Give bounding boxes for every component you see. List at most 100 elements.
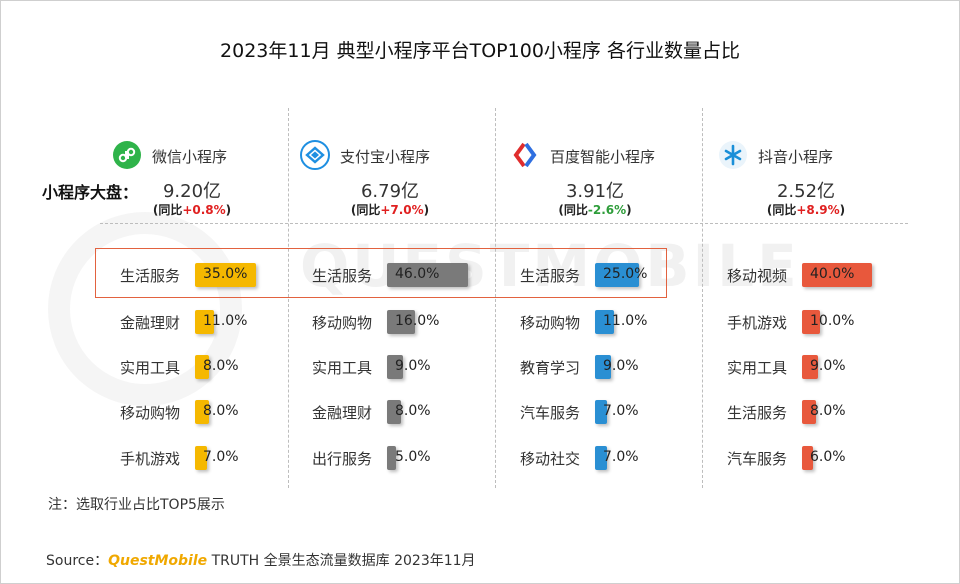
bar-row: 手机游戏 10.0% xyxy=(692,310,892,334)
bar xyxy=(595,355,611,379)
category-label: 教育学习 xyxy=(519,359,580,377)
footnote: 注：选取行业占比TOP5展示 xyxy=(48,497,225,513)
bar xyxy=(802,355,818,379)
market-size-baidu: 3.91亿 xyxy=(565,181,625,202)
value-label: 46.0% xyxy=(395,266,440,282)
market-size-wechat: 9.20亿 xyxy=(162,181,222,202)
value-label: 7.0% xyxy=(203,449,239,465)
value-label: 7.0% xyxy=(603,403,639,419)
platform-name: 微信小程序 xyxy=(152,148,228,166)
value-label: 40.0% xyxy=(810,266,855,282)
bar-row: 教育学习 9.0% xyxy=(485,355,685,379)
value-label: 16.0% xyxy=(395,313,440,329)
alipay-miniprogram-icon xyxy=(300,140,330,170)
bar-row: 金融理财 11.0% xyxy=(85,310,285,334)
bar xyxy=(802,310,820,334)
wechat-miniprogram-icon xyxy=(113,141,141,169)
category-label: 手机游戏 xyxy=(726,314,787,332)
panel-divider xyxy=(495,108,496,488)
category-label: 手机游戏 xyxy=(119,450,180,468)
platform-header-douyin: 抖音小程序 xyxy=(718,140,918,172)
bar xyxy=(195,355,209,379)
source-line: Source：QuestMobile TRUTH 全景生态流量数据库 2023年… xyxy=(46,553,476,569)
bar xyxy=(595,310,615,334)
market-size-alipay: 6.79亿 xyxy=(360,181,420,202)
category-label: 金融理财 xyxy=(311,404,372,422)
category-label: 实用工具 xyxy=(311,359,372,377)
bar-row: 金融理财 8.0% xyxy=(277,400,477,424)
bar-row: 生活服务 8.0% xyxy=(692,400,892,424)
value-label: 10.0% xyxy=(810,313,855,329)
platform-name: 抖音小程序 xyxy=(758,148,834,166)
panel-divider xyxy=(702,108,703,488)
category-label: 生活服务 xyxy=(519,267,580,285)
category-label: 移动社交 xyxy=(519,450,580,468)
chart-title: 2023年11月 典型小程序平台TOP100小程序 各行业数量占比 xyxy=(220,40,740,62)
bar-row: 移动购物 16.0% xyxy=(277,310,477,334)
bar xyxy=(802,446,813,470)
value-label: 7.0% xyxy=(603,449,639,465)
bar-row: 实用工具 8.0% xyxy=(85,355,285,379)
value-label: 9.0% xyxy=(395,358,431,374)
value-label: 11.0% xyxy=(603,313,648,329)
category-label: 实用工具 xyxy=(726,359,787,377)
category-label: 移动购物 xyxy=(519,314,580,332)
value-label: 5.0% xyxy=(395,449,431,465)
bar-row: 移动视频 40.0% xyxy=(692,263,892,287)
platform-header-alipay: 支付宝小程序 xyxy=(300,140,500,172)
bar xyxy=(387,310,415,334)
value-label: 35.0% xyxy=(203,266,248,282)
category-label: 实用工具 xyxy=(119,359,180,377)
category-label: 出行服务 xyxy=(311,450,372,468)
category-label: 移动视频 xyxy=(726,267,787,285)
category-label: 汽车服务 xyxy=(519,404,580,422)
bar xyxy=(195,263,257,287)
category-label: 金融理财 xyxy=(119,314,180,332)
platform-header-wechat: 微信小程序 xyxy=(112,140,312,172)
value-label: 8.0% xyxy=(203,358,239,374)
value-label: 9.0% xyxy=(603,358,639,374)
value-label: 8.0% xyxy=(395,403,431,419)
category-label: 生活服务 xyxy=(311,267,372,285)
market-size-douyin: 2.52亿 xyxy=(776,181,836,202)
header-divider xyxy=(100,223,908,224)
bar xyxy=(802,263,872,287)
bar-row: 实用工具 9.0% xyxy=(277,355,477,379)
bar-row: 生活服务 35.0% xyxy=(85,263,285,287)
bar-row: 生活服务 46.0% xyxy=(277,263,477,287)
category-label: 移动购物 xyxy=(119,404,180,422)
value-label: 8.0% xyxy=(203,403,239,419)
bar-row: 汽车服务 7.0% xyxy=(485,400,685,424)
bar xyxy=(387,446,396,470)
bar-row: 手机游戏 7.0% xyxy=(85,446,285,470)
bar-row: 出行服务 5.0% xyxy=(277,446,477,470)
platform-name: 支付宝小程序 xyxy=(340,148,431,166)
bar-row: 实用工具 9.0% xyxy=(692,355,892,379)
baidu-smart-miniprogram-icon xyxy=(513,142,537,168)
watermark: QUESTMOBILE xyxy=(300,232,800,300)
yoy-growth-wechat: (同比+0.8%) xyxy=(152,203,232,217)
bar-row: 移动购物 8.0% xyxy=(85,400,285,424)
bar xyxy=(595,446,608,470)
bar xyxy=(387,355,403,379)
bar xyxy=(195,446,208,470)
yoy-growth-alipay: (同比+7.0%) xyxy=(350,203,430,217)
bar xyxy=(802,400,816,424)
value-label: 9.0% xyxy=(810,358,846,374)
bar xyxy=(595,263,639,287)
platform-header-baidu: 百度智能小程序 xyxy=(510,140,710,172)
category-label: 生活服务 xyxy=(119,267,180,285)
yoy-growth-baidu: (同比-2.6%) xyxy=(558,203,632,217)
bar-row: 生活服务 25.0% xyxy=(485,263,685,287)
bar-row: 汽车服务 6.0% xyxy=(692,446,892,470)
bar xyxy=(195,310,215,334)
market-size-label: 小程序大盘： xyxy=(42,183,139,202)
category-label: 汽车服务 xyxy=(726,450,787,468)
platform-name: 百度智能小程序 xyxy=(550,148,656,166)
category-label: 移动购物 xyxy=(311,314,372,332)
value-label: 11.0% xyxy=(203,313,248,329)
douyin-miniprogram-icon xyxy=(719,141,747,169)
bar xyxy=(195,400,209,424)
life-service-highlight-box xyxy=(95,248,667,298)
bar xyxy=(595,400,608,424)
